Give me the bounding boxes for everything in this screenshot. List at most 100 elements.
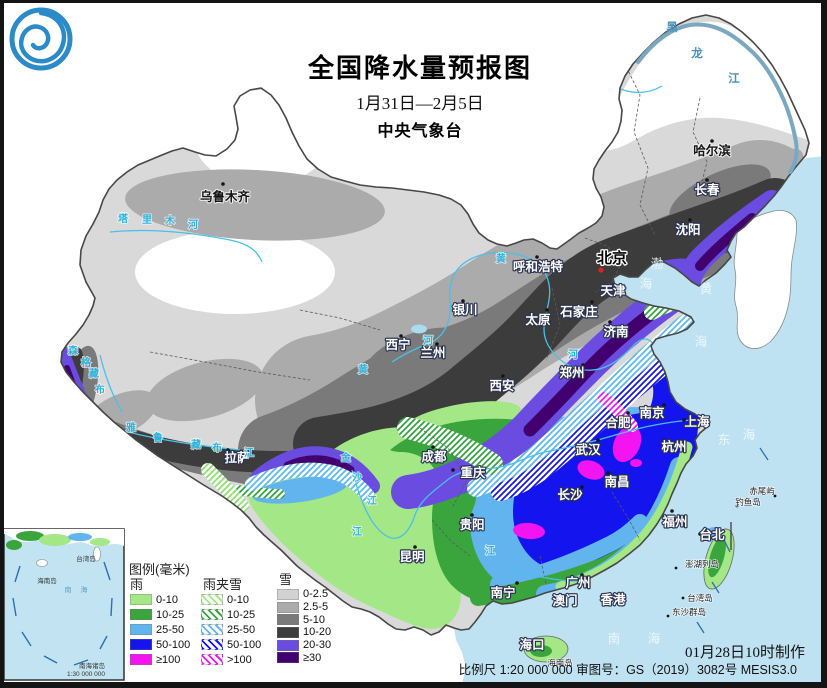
legend: 图例(毫米) 雨 雨夹雪 雪 0-10 10-25 25-50 50-100 ≥100 … [127,559,367,677]
cma-logo-icon [5,3,77,75]
island-label-dot [674,566,678,570]
sea-label: 渤 [651,256,664,271]
city-label-dot [501,374,505,378]
legend-swatch [277,588,299,600]
frame-top [0,0,827,3]
legend-row: 25-50 [201,622,261,637]
city-label: 上海 [684,414,710,429]
city-label-dot [580,485,584,489]
river-label: 鲁 [152,431,163,444]
city-label: 银川 [452,302,477,317]
river-label: 沙 [352,472,362,484]
city-label: 郑州 [559,365,584,380]
legend-header-rain: 雨 [130,577,144,592]
sea-label: 海 [743,427,756,442]
sea-label: 黄 [700,282,713,296]
frame-left [0,0,4,688]
legend-row: 2.5-5 [277,601,331,614]
city-label-dot [710,139,714,143]
city-label-dot [670,509,674,513]
river-label: 江 [728,71,740,85]
inset-label: 海南岛 [37,576,57,585]
legend-row: 10-20 [277,626,331,639]
province-borders [149,57,708,585]
legend-row: 10-25 [130,607,190,622]
city-label-dot [662,438,666,442]
city-label-dot [580,573,584,577]
title-block: 全国降水量预报图 1月31日—2月5日 中央气象台 [250,48,590,141]
korea-peninsula [733,210,797,349]
legend-swatch [277,652,299,664]
city-label-dot [435,342,439,346]
legend-value: 50-100 [156,638,191,651]
sea-label: 南 [608,631,621,646]
river-label: 江 [352,525,362,538]
city-label: 重庆 [460,465,486,480]
city-label-dot [461,299,465,303]
city-label: 南京 [639,405,665,420]
frame-right [821,0,827,688]
city-label-dot [399,334,403,338]
river-label: 黑 [666,21,678,34]
river-label: 格 [81,356,92,369]
sea-region [454,156,827,688]
legend-column-rain: 0-10 10-25 25-50 50-100 ≥100 [130,592,190,667]
legend-swatch [277,639,299,651]
city-label-dot [590,300,594,304]
city-label-dot [682,418,686,422]
legend-value: ≥100 [156,653,181,666]
island-label: 台湾岛 [687,593,713,603]
legend-value: 25-50 [227,623,256,636]
city-label: 南昌 [604,474,629,489]
city-label: 海口 [519,637,544,652]
legend-title: 图例(毫米) [129,562,190,577]
legend-row: ≥100 [130,652,190,667]
river-label: 藏 [191,438,201,451]
city-label-dot [470,513,474,517]
river-label: 江 [485,544,495,557]
river-label: 江 [244,446,254,459]
hainan-island [523,635,569,663]
legend-swatch [130,594,152,605]
legend-row: ≥30 [277,651,331,664]
river-label: 黄 [358,363,368,376]
sea-label: 海 [640,276,653,291]
legend-column-sleet: 0-10 10-25 25-50 50-100 >100 [201,592,261,667]
legend-value: 0-10 [227,593,250,606]
legend-value: >100 [227,653,252,666]
city-label: 武汉 [575,442,601,457]
river-label: 金 [340,451,352,464]
river-label: 里 [142,214,152,226]
legend-row: 25-50 [130,622,190,637]
island-label-dot [735,504,739,508]
legend-value: ≥30 [303,651,322,664]
city-label-dot [606,471,610,475]
city-label: 南宁 [490,585,515,600]
china-border [60,14,810,636]
legend-value: 10-20 [303,626,332,639]
forecast-date-range: 1月31日—2月5日 [356,94,484,113]
city-label-dot [626,411,630,415]
city-label: 澳门 [552,593,577,608]
sea-label: 海 [695,334,708,349]
island-label: 赤尾屿 [749,486,775,496]
legend-swatch [130,609,152,620]
inset-label: 南海诸岛 [79,661,105,670]
city-label: 西安 [489,378,514,393]
city-label: 台北 [699,527,725,542]
legend-swatch [130,654,152,665]
legend-row: >100 [201,652,261,667]
capital-label-dot [598,267,604,273]
sea-label: 海 [648,631,661,646]
city-label: 长春 [694,182,720,197]
sea-boundary-dashes [696,447,769,634]
city-label: 杭州 [661,439,686,454]
legend-value: 25-50 [156,623,185,636]
legend-row: 0-2.5 [277,588,331,601]
legend-row: 10-25 [201,607,261,622]
city-label-dot [608,320,612,324]
island-label-dot [666,614,670,618]
legend-value: 10-25 [156,608,185,621]
city-label-dot [688,218,692,222]
